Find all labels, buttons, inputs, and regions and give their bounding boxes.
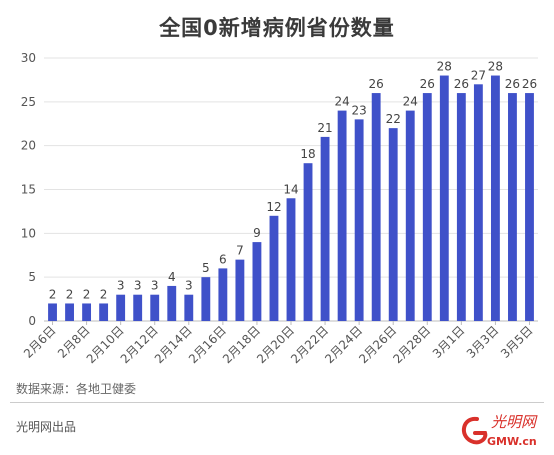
- bar: [473, 84, 483, 321]
- bar: [388, 128, 398, 321]
- data-labels: 2 2 2 23 3 3435679121418212423262224262826272…: [49, 60, 537, 302]
- y-tick-label: 10: [21, 226, 36, 240]
- data-label: 24: [334, 95, 349, 109]
- bars: [48, 75, 534, 322]
- bar: [303, 163, 313, 321]
- data-label: 3: [185, 279, 193, 293]
- data-label: 26: [369, 77, 384, 91]
- bar: [82, 303, 92, 321]
- footer-divider: [10, 402, 544, 403]
- data-label: 26: [522, 77, 537, 91]
- bar: [456, 93, 466, 321]
- bar: [48, 303, 57, 321]
- y-tick-label: 0: [28, 314, 36, 328]
- data-label: 2: [49, 287, 57, 301]
- bar: [116, 294, 126, 321]
- data-source: 数据来源：各地卫健委: [16, 382, 137, 396]
- x-tick-label: 2月6日: [21, 323, 59, 361]
- logo-g-swoosh: [461, 416, 488, 445]
- bar: [150, 294, 160, 321]
- data-label: 2: [66, 287, 74, 301]
- data-label: 3: [117, 279, 125, 293]
- data-label: 28: [488, 60, 503, 74]
- bar: [320, 136, 330, 321]
- x-tick-label: 3月1日: [430, 323, 468, 361]
- bar: [167, 285, 177, 321]
- data-label: 7: [236, 244, 244, 258]
- y-axis: 0 5 10 15 20 25 30: [21, 51, 36, 328]
- data-label: 21: [317, 121, 332, 135]
- bar: [201, 277, 211, 321]
- bar: [525, 93, 534, 321]
- bar: [133, 294, 143, 321]
- data-label: 6: [219, 252, 227, 266]
- data-label: 3: [151, 279, 159, 293]
- bar: [439, 75, 449, 322]
- data-label: 27: [471, 68, 486, 82]
- chart-title: 全国0新增病例省份数量: [159, 16, 395, 40]
- bar: [371, 93, 381, 321]
- y-tick-label: 25: [21, 95, 36, 109]
- bar: [422, 93, 432, 321]
- bar: [218, 268, 228, 321]
- data-label: 12: [266, 200, 281, 214]
- publisher-credit: 光明网出品: [16, 420, 77, 434]
- data-label: 24: [403, 95, 418, 109]
- data-label: 9: [253, 226, 261, 240]
- bar: [269, 215, 279, 321]
- data-label: 26: [454, 77, 469, 91]
- bar: [405, 110, 415, 321]
- x-axis: 2月6日2月8日2月10日2月12日2月14日2月16日2月18日2月20日2月…: [21, 321, 536, 366]
- logo-calligraphy-text: 光明网: [491, 413, 538, 431]
- x-tick-label: 3月5日: [498, 323, 536, 361]
- y-tick-label: 20: [21, 139, 36, 153]
- bar: [235, 259, 245, 321]
- data-label: 18: [300, 147, 315, 161]
- bar: [508, 93, 517, 321]
- data-label: 26: [420, 77, 435, 91]
- x-tick-label: 3月3日: [464, 323, 502, 361]
- y-tick-label: 30: [21, 51, 36, 65]
- y-tick-label: 5: [28, 270, 36, 284]
- data-label: 2: [83, 287, 91, 301]
- data-label: 23: [351, 103, 366, 117]
- data-label: 5: [202, 261, 210, 275]
- logo-domain-text: GMW.cn: [487, 435, 537, 448]
- bar: [286, 198, 296, 321]
- bar: [184, 294, 194, 321]
- data-label: 2: [100, 287, 108, 301]
- data-label: 14: [283, 182, 298, 196]
- bar: [354, 119, 364, 321]
- guangming-net-logo-icon: 光明网 GMW.cn: [461, 413, 538, 448]
- bar: [65, 303, 74, 321]
- data-label: 3: [134, 279, 142, 293]
- x-tick-label: 2月28日: [390, 323, 433, 366]
- data-label: 22: [386, 112, 401, 126]
- bar: [99, 303, 109, 321]
- bar: [490, 75, 500, 322]
- bar: [252, 242, 262, 321]
- data-label: 4: [168, 270, 176, 284]
- data-label: 26: [505, 77, 520, 91]
- y-tick-label: 15: [21, 183, 36, 197]
- bar: [337, 110, 347, 321]
- data-label: 28: [437, 60, 452, 74]
